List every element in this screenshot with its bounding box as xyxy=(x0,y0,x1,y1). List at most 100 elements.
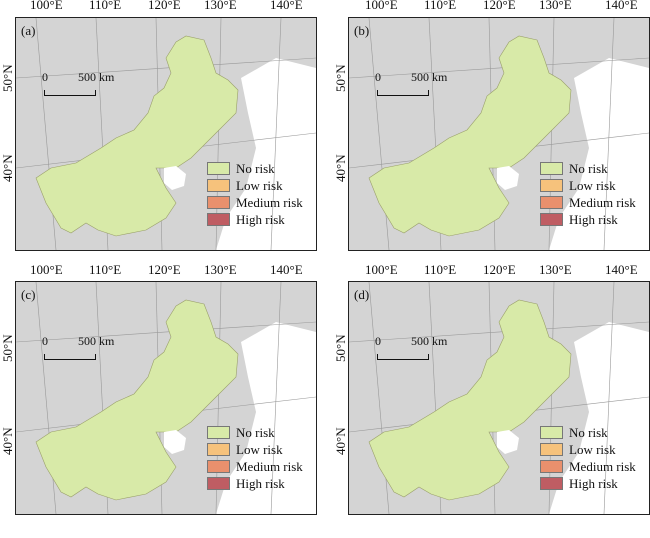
legend-item: Medium risk xyxy=(207,458,312,475)
graticule-line xyxy=(603,18,615,250)
lat-label: 50°N xyxy=(333,64,348,92)
legend-label: High risk xyxy=(236,475,285,491)
lon-label: 100°E xyxy=(365,262,398,277)
panel-label: (b) xyxy=(354,23,370,38)
graticule-line xyxy=(215,18,222,250)
risk-map xyxy=(16,18,316,250)
graticule-line xyxy=(270,282,282,514)
scale-bar-line xyxy=(44,90,96,96)
legend: No risk Low risk Medium risk High risk xyxy=(540,424,645,492)
panel-label: (c) xyxy=(21,287,36,302)
graticule-line xyxy=(603,282,615,514)
legend-item: No risk xyxy=(540,424,645,441)
lon-label: 120°E xyxy=(483,0,516,12)
map-panel-b: (b) 0 500 km No risk Low risk Medium ris… xyxy=(348,17,650,251)
lon-label: 120°E xyxy=(148,262,181,277)
study-region xyxy=(35,35,239,237)
legend-label: High risk xyxy=(236,211,285,227)
legend-swatch xyxy=(540,477,563,490)
lon-label: 100°E xyxy=(365,0,398,12)
lon-label: 140°E xyxy=(605,0,638,12)
scale-bar: 0 500 km xyxy=(40,70,120,100)
lon-label: 110°E xyxy=(424,0,457,12)
panel-label: (a) xyxy=(21,23,36,38)
bohai-sea xyxy=(164,430,186,454)
legend-swatch xyxy=(207,477,230,490)
lat-label: 40°N xyxy=(0,427,15,455)
legend-item: High risk xyxy=(207,475,312,492)
legend-swatch xyxy=(540,179,563,192)
scale-zero: 0 xyxy=(375,334,381,348)
graticule-line xyxy=(349,57,649,79)
legend-label: Medium risk xyxy=(236,194,303,210)
lon-label: 120°E xyxy=(483,262,516,277)
panel-label: (d) xyxy=(354,287,370,302)
lat-label: 50°N xyxy=(0,334,15,362)
lon-label: 110°E xyxy=(89,0,122,12)
legend-swatch xyxy=(540,443,563,456)
legend-item: Low risk xyxy=(207,177,312,194)
lon-label: 130°E xyxy=(539,0,572,12)
lat-label: 50°N xyxy=(0,64,15,92)
legend-swatch xyxy=(207,426,230,439)
legend-item: No risk xyxy=(207,160,312,177)
scale-distance: 500 km xyxy=(78,70,115,84)
legend-label: Medium risk xyxy=(569,458,636,474)
map-panel-c: (c) 0 500 km No risk Low risk Medium ris… xyxy=(15,281,317,515)
legend-item: Medium risk xyxy=(540,458,645,475)
scale-zero: 0 xyxy=(375,70,381,84)
scale-zero: 0 xyxy=(42,334,48,348)
scale-bar-line xyxy=(377,354,429,360)
legend-label: Medium risk xyxy=(236,458,303,474)
lat-label: 40°N xyxy=(0,154,15,182)
scale-bar-line xyxy=(44,354,96,360)
legend-label: Low risk xyxy=(569,177,616,193)
legend-swatch xyxy=(207,196,230,209)
graticule-line xyxy=(270,18,282,250)
legend-item: Low risk xyxy=(540,441,645,458)
legend-item: High risk xyxy=(540,211,645,228)
study-region xyxy=(35,299,239,501)
legend-swatch xyxy=(540,213,563,226)
legend: No risk Low risk Medium risk High risk xyxy=(207,424,312,492)
graticule-line xyxy=(215,282,222,514)
lat-label: 40°N xyxy=(333,154,348,182)
scale-bar: 0 500 km xyxy=(40,334,120,364)
legend-item: Medium risk xyxy=(540,194,645,211)
graticule-line xyxy=(16,321,316,343)
lon-label: 130°E xyxy=(204,0,237,12)
study-region xyxy=(368,299,572,501)
legend-item: High risk xyxy=(207,211,312,228)
legend-item: No risk xyxy=(207,424,312,441)
bohai-sea xyxy=(497,430,519,454)
top-longitude-labels: 100°E 110°E 120°E 130°E 140°E 100°E 110°… xyxy=(0,0,650,14)
legend-label: No risk xyxy=(236,424,275,440)
lon-label: 140°E xyxy=(605,262,638,277)
legend-swatch xyxy=(540,196,563,209)
legend-item: High risk xyxy=(540,475,645,492)
legend-item: No risk xyxy=(540,160,645,177)
legend-label: Low risk xyxy=(236,177,283,193)
lon-label: 100°E xyxy=(30,0,63,12)
legend-item: Low risk xyxy=(540,177,645,194)
lon-label: 140°E xyxy=(270,0,303,12)
legend-swatch xyxy=(540,426,563,439)
study-region xyxy=(368,35,572,237)
sea xyxy=(216,322,316,514)
graticule-line xyxy=(548,18,555,250)
scale-bar: 0 500 km xyxy=(373,334,453,364)
legend-swatch xyxy=(540,162,563,175)
legend-label: No risk xyxy=(236,160,275,176)
lon-label: 100°E xyxy=(30,262,63,277)
legend-label: Low risk xyxy=(569,441,616,457)
legend: No risk Low risk Medium risk High risk xyxy=(540,160,645,228)
risk-map xyxy=(349,282,649,514)
legend-swatch xyxy=(207,460,230,473)
lon-label: 110°E xyxy=(89,262,122,277)
scale-distance: 500 km xyxy=(411,70,448,84)
legend-label: Medium risk xyxy=(569,194,636,210)
scale-bar: 0 500 km xyxy=(373,70,453,100)
legend-swatch xyxy=(207,179,230,192)
legend-swatch xyxy=(207,443,230,456)
legend-swatch xyxy=(207,162,230,175)
